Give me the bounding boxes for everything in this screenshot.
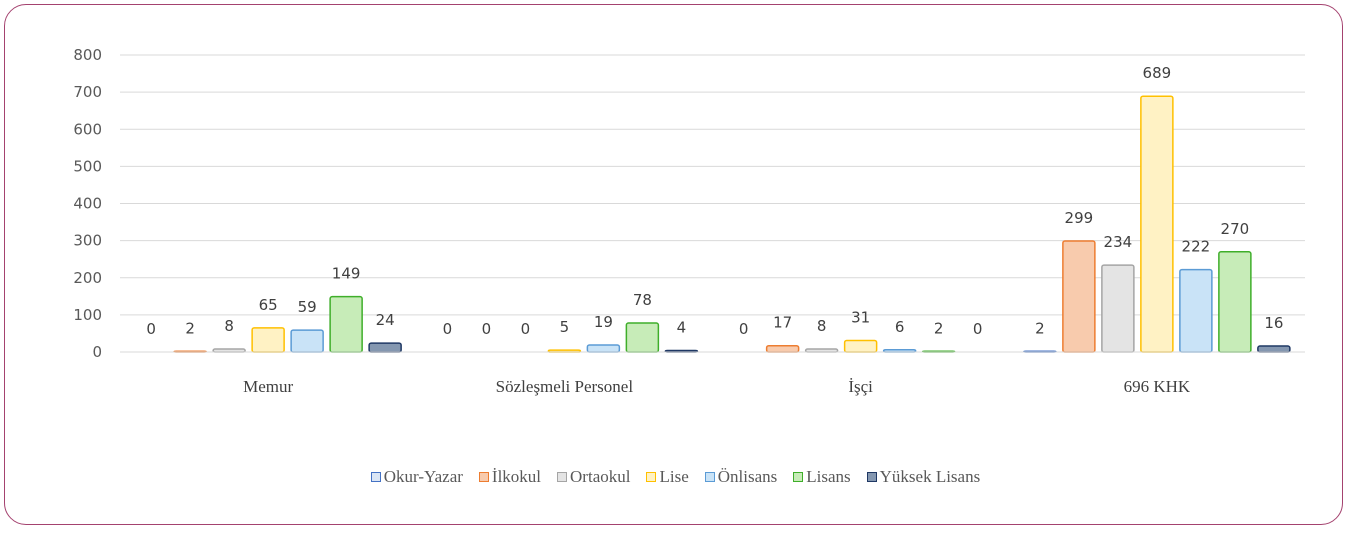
legend-item: Önlisans <box>704 467 778 487</box>
legend-swatch <box>478 472 489 482</box>
bar <box>1257 345 1291 353</box>
data-label: 6 <box>895 318 905 336</box>
data-label: 0 <box>973 320 983 338</box>
legend-label: İlkokul <box>491 467 542 486</box>
y-tick-label: 200 <box>73 269 102 287</box>
bar <box>368 342 402 353</box>
data-label: 17 <box>773 314 792 332</box>
data-label: 24 <box>376 311 395 329</box>
data-label: 0 <box>521 320 531 338</box>
bar <box>1062 240 1096 353</box>
bar <box>1179 268 1213 353</box>
y-tick-label: 800 <box>73 46 102 64</box>
y-tick-label: 400 <box>73 195 102 213</box>
legend-swatch <box>557 472 568 482</box>
legend-item: Yüksek Lisans <box>866 467 981 487</box>
legend-swatch <box>866 472 877 482</box>
data-label: 65 <box>259 296 278 314</box>
y-tick-label: 700 <box>73 83 102 101</box>
bar <box>1101 264 1135 353</box>
y-tick-label: 0 <box>92 343 102 361</box>
x-category-label: İşçi <box>848 377 873 396</box>
data-label: 270 <box>1221 220 1250 238</box>
legend-item: İlkokul <box>478 467 542 487</box>
y-tick-label: 600 <box>73 120 102 138</box>
bar <box>329 295 363 353</box>
bar <box>586 344 621 353</box>
legend-item: Okur-Yazar <box>370 467 463 487</box>
data-label: 31 <box>851 308 870 326</box>
legend-swatch <box>704 472 715 482</box>
x-category-label: 696 KHK <box>1124 377 1191 396</box>
legend-swatch <box>370 472 381 482</box>
chart-legend: Okur-Yazar İlkokul Ortaokul Lise Önlisans Lis… <box>0 467 1351 487</box>
data-label: 689 <box>1143 64 1172 82</box>
y-tick-label: 100 <box>73 306 102 324</box>
data-label: 299 <box>1065 209 1094 227</box>
data-label: 0 <box>443 320 453 338</box>
data-label: 59 <box>298 298 317 316</box>
data-label: 4 <box>677 319 687 337</box>
data-label: 0 <box>739 320 749 338</box>
data-label: 0 <box>146 320 156 338</box>
data-label: 8 <box>224 317 234 335</box>
data-label: 2 <box>1035 319 1045 337</box>
data-label: 78 <box>633 291 652 309</box>
bar <box>290 329 324 353</box>
x-category-label: Memur <box>243 377 293 396</box>
data-label: 149 <box>332 265 361 283</box>
bar <box>765 344 800 353</box>
data-label: 16 <box>1264 314 1283 332</box>
legend-label: Lise <box>659 467 689 486</box>
data-label: 8 <box>817 317 827 335</box>
data-label: 2 <box>185 319 195 337</box>
y-tick-label: 300 <box>73 232 102 250</box>
data-label: 0 <box>482 320 492 338</box>
bar <box>625 322 660 353</box>
legend-item: Lisans <box>793 467 851 487</box>
legend-swatch <box>646 472 657 482</box>
y-tick-label: 500 <box>73 157 102 175</box>
legend-swatch <box>793 472 804 482</box>
bar <box>1140 95 1174 353</box>
data-label: 222 <box>1182 238 1211 256</box>
legend-label: Lisans <box>806 467 851 486</box>
data-label: 234 <box>1104 233 1133 251</box>
data-label: 5 <box>560 318 570 336</box>
bar <box>843 339 878 353</box>
data-label: 2 <box>934 319 944 337</box>
legend-label: Yüksek Lisans <box>879 467 981 486</box>
legend-label: Okur-Yazar <box>383 467 463 486</box>
legend-item: Lise <box>646 467 689 487</box>
bar <box>251 327 285 353</box>
bar <box>1218 251 1252 353</box>
legend-label: Ortaokul <box>570 467 631 486</box>
data-label: 19 <box>594 313 613 331</box>
legend-item: Ortaokul <box>557 467 630 487</box>
x-category-label: Sözleşmeli Personel <box>496 377 634 396</box>
legend-label: Önlisans <box>717 467 778 486</box>
